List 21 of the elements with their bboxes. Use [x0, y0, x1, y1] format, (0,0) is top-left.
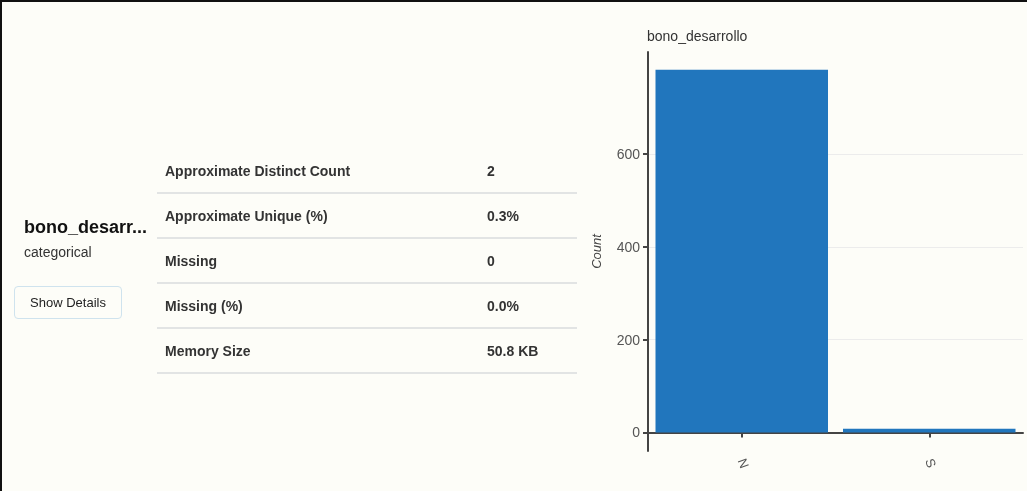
text: Missing (%): [157, 283, 479, 328]
x-tick-label: S: [922, 456, 940, 471]
x-tick-label: N: [734, 456, 753, 471]
text: 0.3%: [479, 193, 577, 238]
y-tick-label: 0: [632, 424, 641, 441]
text: Missing: [157, 238, 479, 283]
y-tick-label: 200: [616, 331, 641, 348]
text: 0.0%: [479, 283, 577, 328]
y-axis-title: Count: [589, 232, 604, 269]
text: Approximate Unique (%): [157, 193, 479, 238]
y-tick-label: 600: [616, 146, 641, 163]
y-tick-label: 400: [616, 238, 641, 255]
text: categorical: [24, 244, 92, 260]
text: bono_desarr...: [24, 217, 148, 238]
chart-title: bono_desarrollo: [647, 28, 748, 44]
text: Memory Size: [157, 328, 479, 373]
text: Approximate Distinct Count: [157, 149, 479, 193]
text: 50.8 KB: [479, 328, 577, 373]
text: 2: [479, 149, 577, 193]
show-details-button[interactable]: Show Details: [14, 286, 122, 319]
text: 0: [479, 238, 577, 283]
